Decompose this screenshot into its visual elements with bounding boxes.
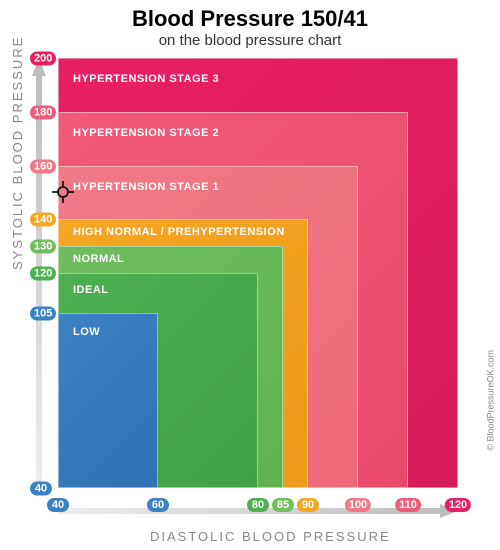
y-tick: 130 bbox=[30, 239, 56, 254]
x-tick: 60 bbox=[147, 497, 169, 512]
zone-label: IDEAL bbox=[73, 284, 109, 296]
zone-label: LOW bbox=[73, 326, 100, 338]
bp-chart: HYPERTENSION STAGE 3 HYPERTENSION STAGE 2… bbox=[58, 58, 458, 488]
x-tick: 85 bbox=[272, 497, 294, 512]
x-tick: 110 bbox=[395, 497, 421, 512]
zone-label: HYPERTENSION STAGE 1 bbox=[73, 181, 219, 193]
credit-text: © BloodPressureOK.com bbox=[486, 350, 496, 451]
y-tick: 120 bbox=[30, 266, 56, 281]
page-subtitle: on the blood pressure chart bbox=[0, 32, 500, 57]
y-tick: 40 bbox=[30, 481, 52, 496]
zone-label: HYPERTENSION STAGE 2 bbox=[73, 127, 219, 139]
x-tick: 80 bbox=[247, 497, 269, 512]
x-tick: 100 bbox=[345, 497, 371, 512]
zone-label: HYPERTENSION STAGE 3 bbox=[73, 73, 219, 85]
y-tick: 180 bbox=[30, 104, 56, 119]
y-axis-label: SYSTOLIC BLOOD PRESSURE bbox=[10, 36, 25, 270]
y-tick: 160 bbox=[30, 158, 56, 173]
reading-marker-icon bbox=[52, 181, 74, 203]
page-title: Blood Pressure 150/41 bbox=[0, 0, 500, 32]
x-axis-label: DIASTOLIC BLOOD PRESSURE bbox=[150, 529, 391, 544]
x-tick: 120 bbox=[445, 497, 471, 512]
zone-label: NORMAL bbox=[73, 253, 124, 265]
y-tick: 140 bbox=[30, 212, 56, 227]
y-tick: 200 bbox=[30, 51, 56, 66]
zone-label: HIGH NORMAL / PREHYPERTENSION bbox=[73, 226, 285, 238]
x-tick: 90 bbox=[297, 497, 319, 512]
zone-low: LOW bbox=[58, 313, 158, 488]
x-tick: 40 bbox=[47, 497, 69, 512]
y-tick: 105 bbox=[30, 306, 56, 321]
